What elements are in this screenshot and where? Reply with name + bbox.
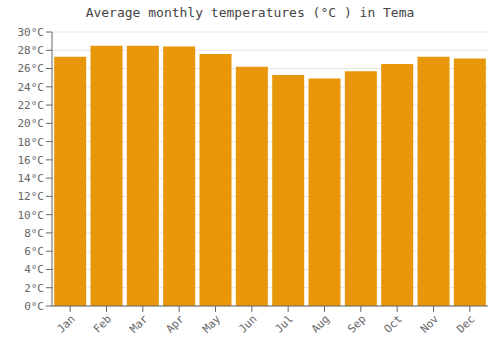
svg-text:0°C: 0°C bbox=[24, 300, 44, 313]
svg-text:Aug: Aug bbox=[309, 312, 332, 335]
svg-text:20°C: 20°C bbox=[18, 117, 45, 130]
svg-text:2°C: 2°C bbox=[24, 282, 44, 295]
svg-text:4°C: 4°C bbox=[24, 263, 44, 276]
svg-text:Sep: Sep bbox=[345, 312, 368, 335]
html-text:Average monthly temperatures (: Average monthly temperatures (°C ) in Te… bbox=[85, 5, 415, 20]
svg-text:24°C: 24°C bbox=[18, 81, 45, 94]
svg-text:30°C: 30°C bbox=[18, 26, 45, 39]
svg-text:12°C: 12°C bbox=[18, 190, 45, 203]
svg-text:16°C: 16°C bbox=[18, 154, 45, 167]
svg-text:Jun: Jun bbox=[236, 312, 259, 335]
svg-text:10°C: 10°C bbox=[18, 209, 45, 222]
svg-text:6°C: 6°C bbox=[24, 245, 44, 258]
svg-text:8°C: 8°C bbox=[24, 227, 44, 240]
svg-text:May: May bbox=[200, 312, 224, 336]
svg-text:Jan: Jan bbox=[55, 312, 78, 335]
svg-text:28°C: 28°C bbox=[18, 44, 45, 57]
svg-text:Jul: Jul bbox=[273, 312, 296, 335]
svg-text:Mar: Mar bbox=[127, 312, 151, 336]
svg-text:Oct: Oct bbox=[382, 312, 405, 335]
svg-text:14°C: 14°C bbox=[18, 172, 45, 185]
svg-text:Dec: Dec bbox=[454, 312, 477, 335]
svg-text:26°C: 26°C bbox=[18, 62, 45, 75]
svg-text:Apr: Apr bbox=[164, 312, 188, 336]
svg-text:Nov: Nov bbox=[418, 312, 442, 336]
svg-text:Feb: Feb bbox=[91, 312, 114, 335]
svg-text:22°C: 22°C bbox=[18, 99, 45, 112]
svg-text:18°C: 18°C bbox=[18, 136, 45, 149]
